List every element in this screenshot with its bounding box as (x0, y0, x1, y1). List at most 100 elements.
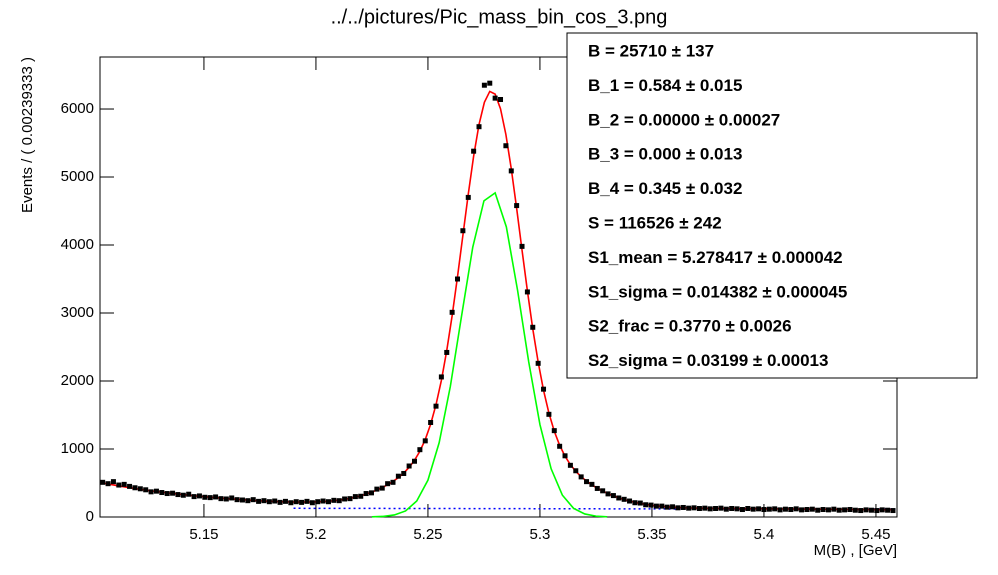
data-point (320, 498, 326, 504)
x-tick-label: 5.35 (637, 526, 666, 543)
data-point (256, 498, 262, 504)
y-axis-label: Events / ( 0.00239333 ) (19, 57, 36, 213)
data-point (530, 324, 536, 330)
data-point (664, 504, 670, 510)
y-tick-label: 4000 (61, 236, 94, 253)
data-point (637, 500, 643, 506)
data-point (223, 496, 229, 502)
data-point (471, 148, 477, 154)
data-point (643, 502, 649, 508)
data-point (858, 508, 864, 514)
data-point (610, 493, 616, 499)
data-point (245, 498, 251, 504)
data-point (417, 447, 423, 453)
data-point (127, 483, 133, 489)
chart-title: ../../pictures/Pic_mass_bin_cos_3.png (331, 6, 668, 28)
data-point (809, 506, 815, 512)
stats-entry: B_1 = 0.584 ± 0.015 (588, 76, 742, 95)
data-point (234, 497, 240, 503)
data-point (519, 243, 525, 249)
data-point (713, 506, 719, 512)
data-point (594, 485, 600, 491)
data-point (159, 490, 165, 496)
data-point (170, 490, 176, 496)
y-tick-label: 2000 (61, 372, 94, 389)
stats-entry: B_4 = 0.345 ± 0.032 (588, 179, 742, 198)
data-point (266, 499, 272, 505)
data-point (707, 506, 713, 512)
x-tick-label: 5.2 (306, 526, 327, 543)
data-point (831, 506, 837, 512)
data-point (578, 474, 584, 480)
data-point (186, 491, 192, 497)
data-point (487, 80, 493, 86)
data-point (492, 95, 498, 101)
data-point (202, 494, 208, 500)
data-point (541, 386, 547, 392)
data-point (739, 507, 745, 513)
data-point (761, 507, 767, 513)
data-point (680, 504, 686, 510)
data-point (567, 462, 573, 468)
y-tick-label: 5000 (61, 168, 94, 185)
x-tick-label: 5.15 (189, 526, 218, 543)
data-point (105, 481, 111, 487)
data-point (514, 203, 520, 209)
stats-entry: S1_mean = 5.278417 ± 0.000042 (588, 248, 843, 267)
data-point (250, 497, 256, 503)
data-point (885, 507, 891, 513)
data-point (481, 82, 487, 88)
data-point (132, 485, 138, 491)
y-tick-label: 6000 (61, 100, 94, 117)
data-point (272, 498, 278, 504)
data-point (385, 481, 391, 487)
fit-curve (371, 191, 608, 518)
data-point (573, 468, 579, 474)
data-point (293, 499, 299, 505)
x-tick-label: 5.25 (413, 526, 442, 543)
data-point (460, 228, 466, 234)
data-point (288, 500, 294, 506)
data-point (825, 507, 831, 513)
data-point (750, 506, 756, 512)
data-point (562, 453, 568, 459)
data-point (804, 507, 810, 513)
data-point (363, 491, 369, 497)
data-point (627, 498, 633, 504)
data-point (820, 507, 826, 513)
data-point (696, 506, 702, 512)
stats-entry: B_2 = 0.00000 ± 0.00027 (588, 110, 780, 129)
data-point (836, 507, 842, 513)
data-point (282, 498, 288, 504)
data-point (180, 492, 186, 498)
data-point (422, 438, 428, 444)
data-point (455, 276, 461, 282)
x-tick-label: 5.45 (861, 526, 890, 543)
data-point (868, 507, 874, 513)
stats-entries: B = 25710 ± 137 B_1 = 0.584 ± 0.015 B_2 = … (588, 41, 847, 370)
data-point (777, 507, 783, 513)
data-point (191, 494, 197, 500)
data-point (691, 505, 697, 511)
data-point (772, 506, 778, 512)
data-point (670, 504, 676, 510)
data-point (557, 443, 563, 449)
data-point (874, 508, 880, 514)
data-point (213, 494, 219, 500)
data-point (100, 479, 106, 485)
data-point (411, 458, 417, 464)
x-tick-label: 5.3 (530, 526, 551, 543)
data-point (121, 481, 127, 487)
data-point (535, 360, 541, 366)
stats-entry: S = 116526 ± 242 (588, 213, 722, 232)
data-point (793, 506, 799, 512)
data-point (239, 497, 245, 503)
data-point (551, 428, 557, 434)
y-tick-label: 0 (86, 508, 94, 525)
data-point (433, 403, 439, 409)
data-point (438, 374, 444, 380)
data-point (503, 143, 509, 149)
fit-curve (102, 90, 893, 511)
data-point (584, 479, 590, 485)
data-point (734, 506, 740, 512)
